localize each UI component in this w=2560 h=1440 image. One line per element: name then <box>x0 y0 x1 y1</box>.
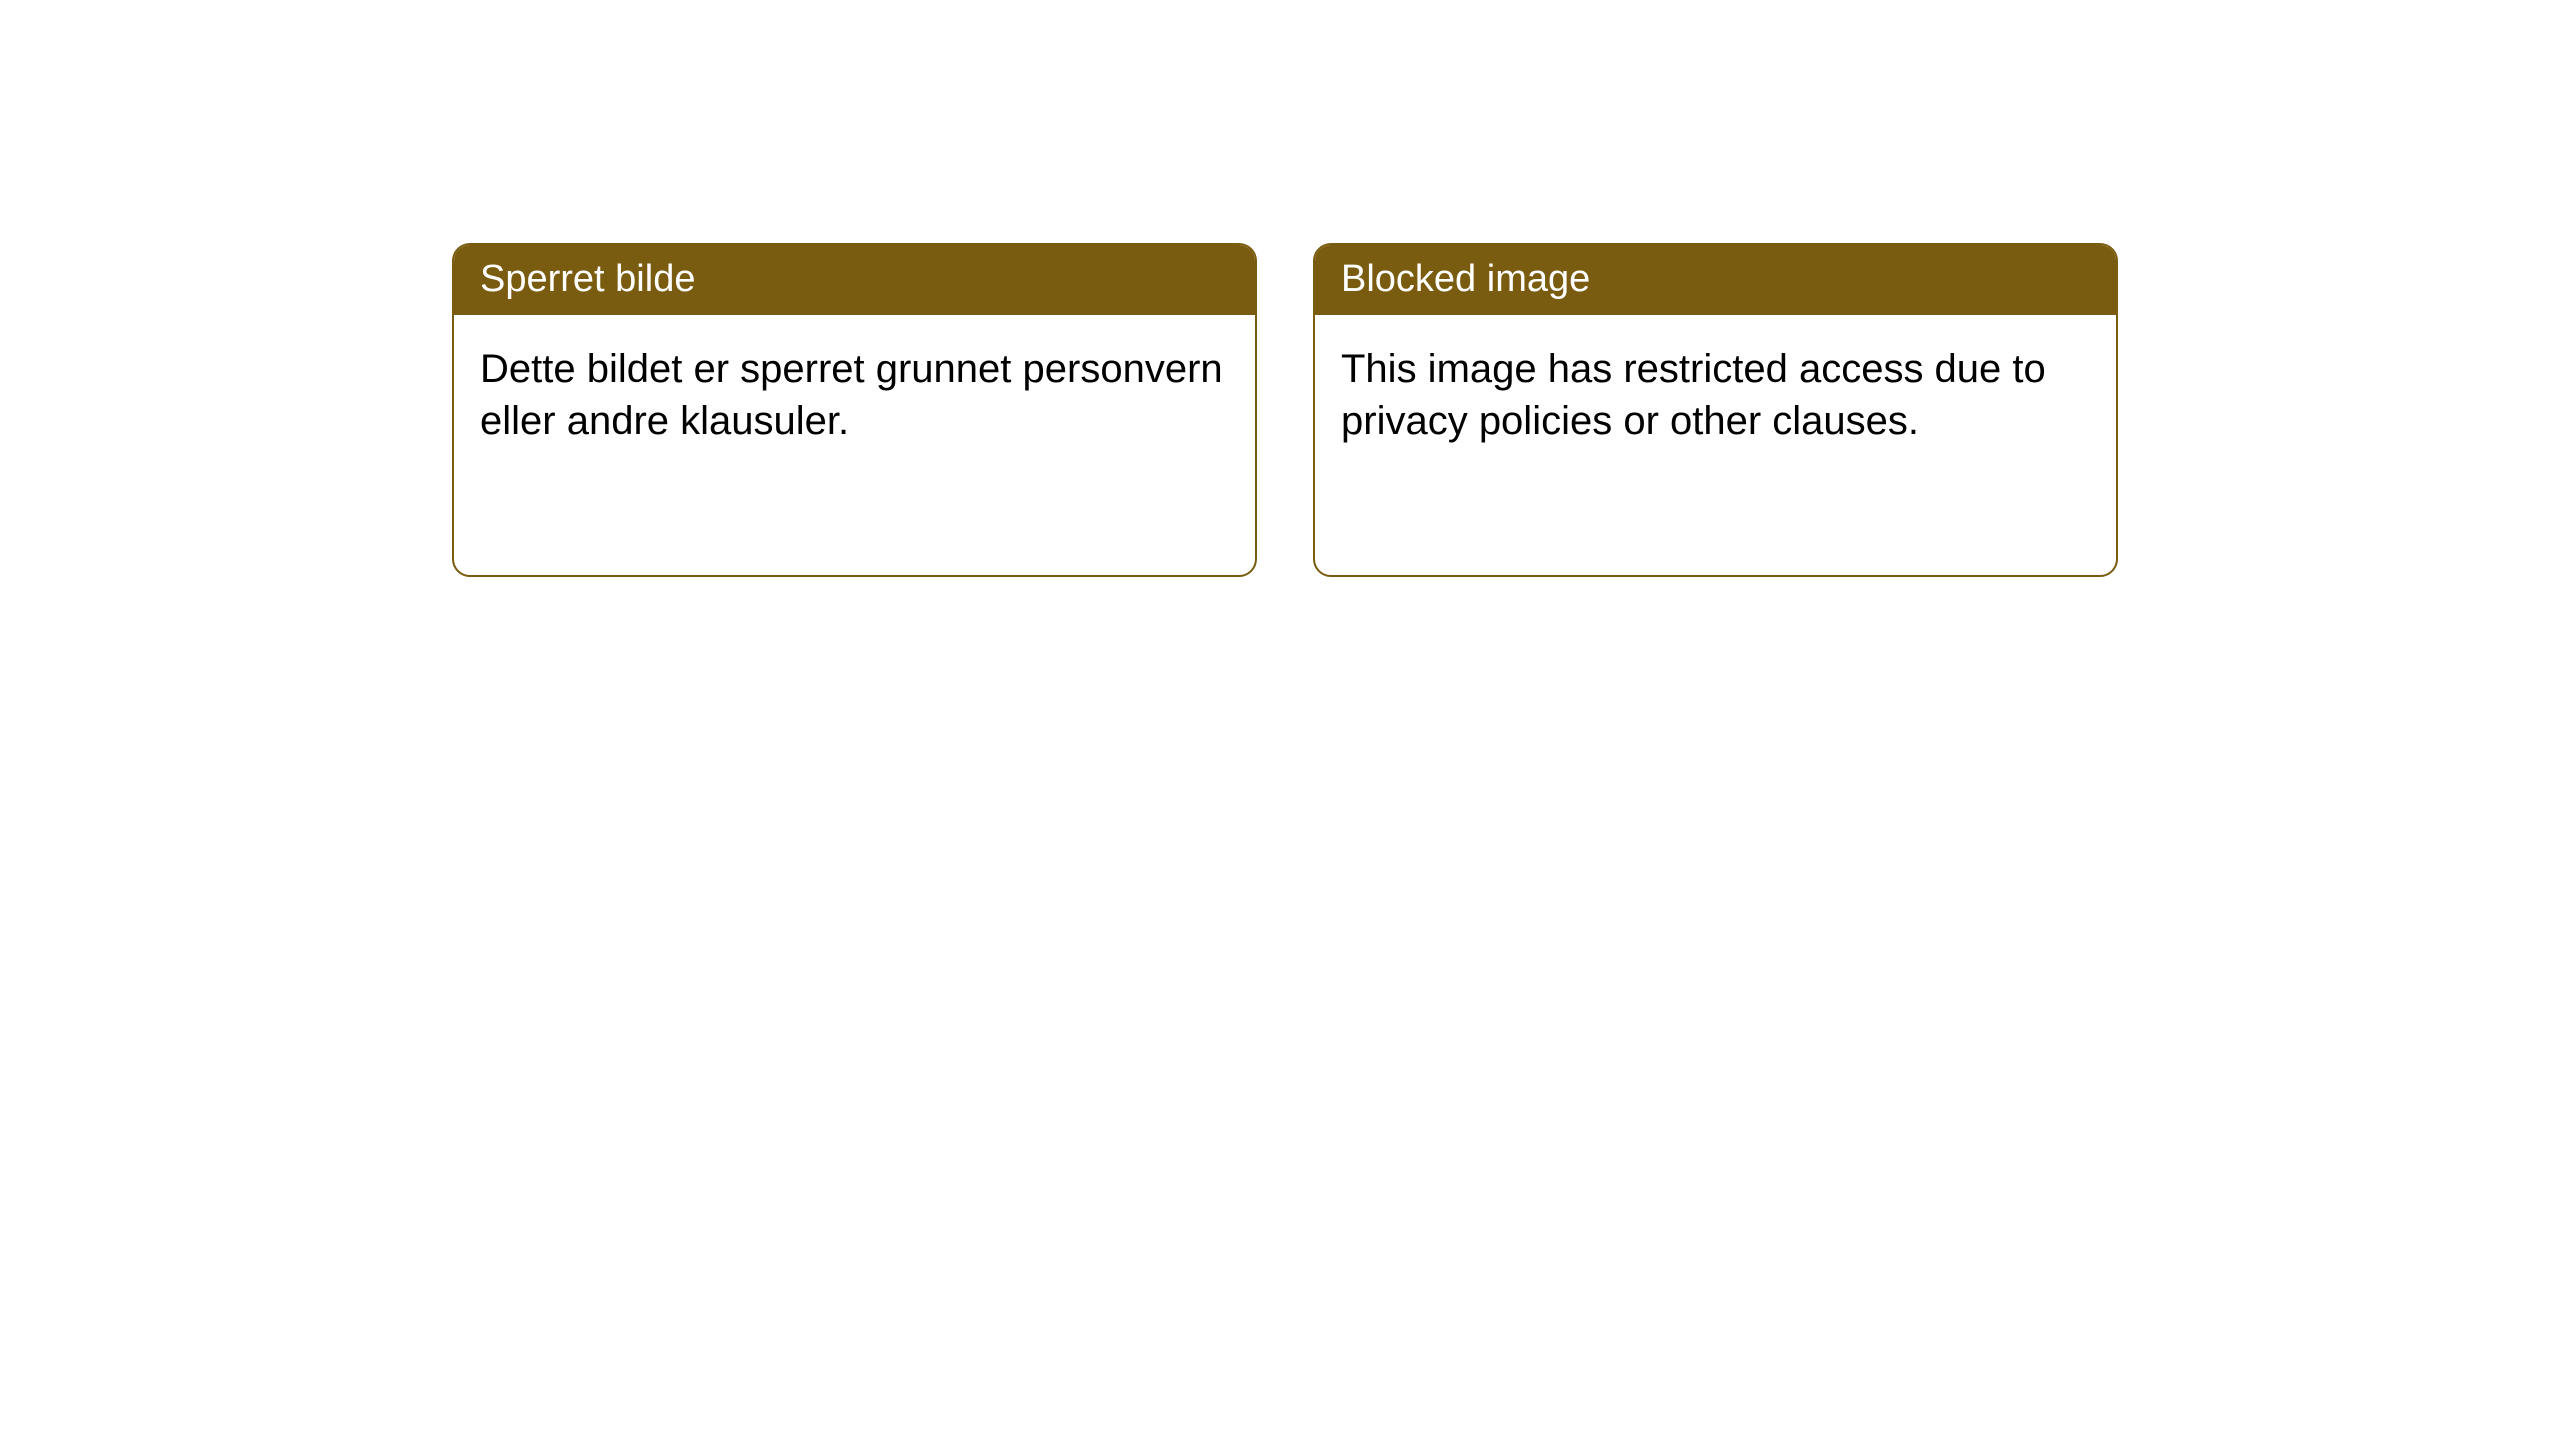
card-header-norwegian: Sperret bilde <box>454 245 1255 315</box>
card-header-english: Blocked image <box>1315 245 2116 315</box>
card-english: Blocked image This image has restricted … <box>1313 243 2118 577</box>
card-body-norwegian: Dette bildet er sperret grunnet personve… <box>454 315 1255 575</box>
cards-container: Sperret bilde Dette bildet er sperret gr… <box>452 243 2118 577</box>
card-title-norwegian: Sperret bilde <box>480 258 695 300</box>
card-title-english: Blocked image <box>1341 258 1590 300</box>
card-norwegian: Sperret bilde Dette bildet er sperret gr… <box>452 243 1257 577</box>
card-body-english: This image has restricted access due to … <box>1315 315 2116 575</box>
card-text-english: This image has restricted access due to … <box>1341 347 2046 444</box>
card-text-norwegian: Dette bildet er sperret grunnet personve… <box>480 347 1223 444</box>
